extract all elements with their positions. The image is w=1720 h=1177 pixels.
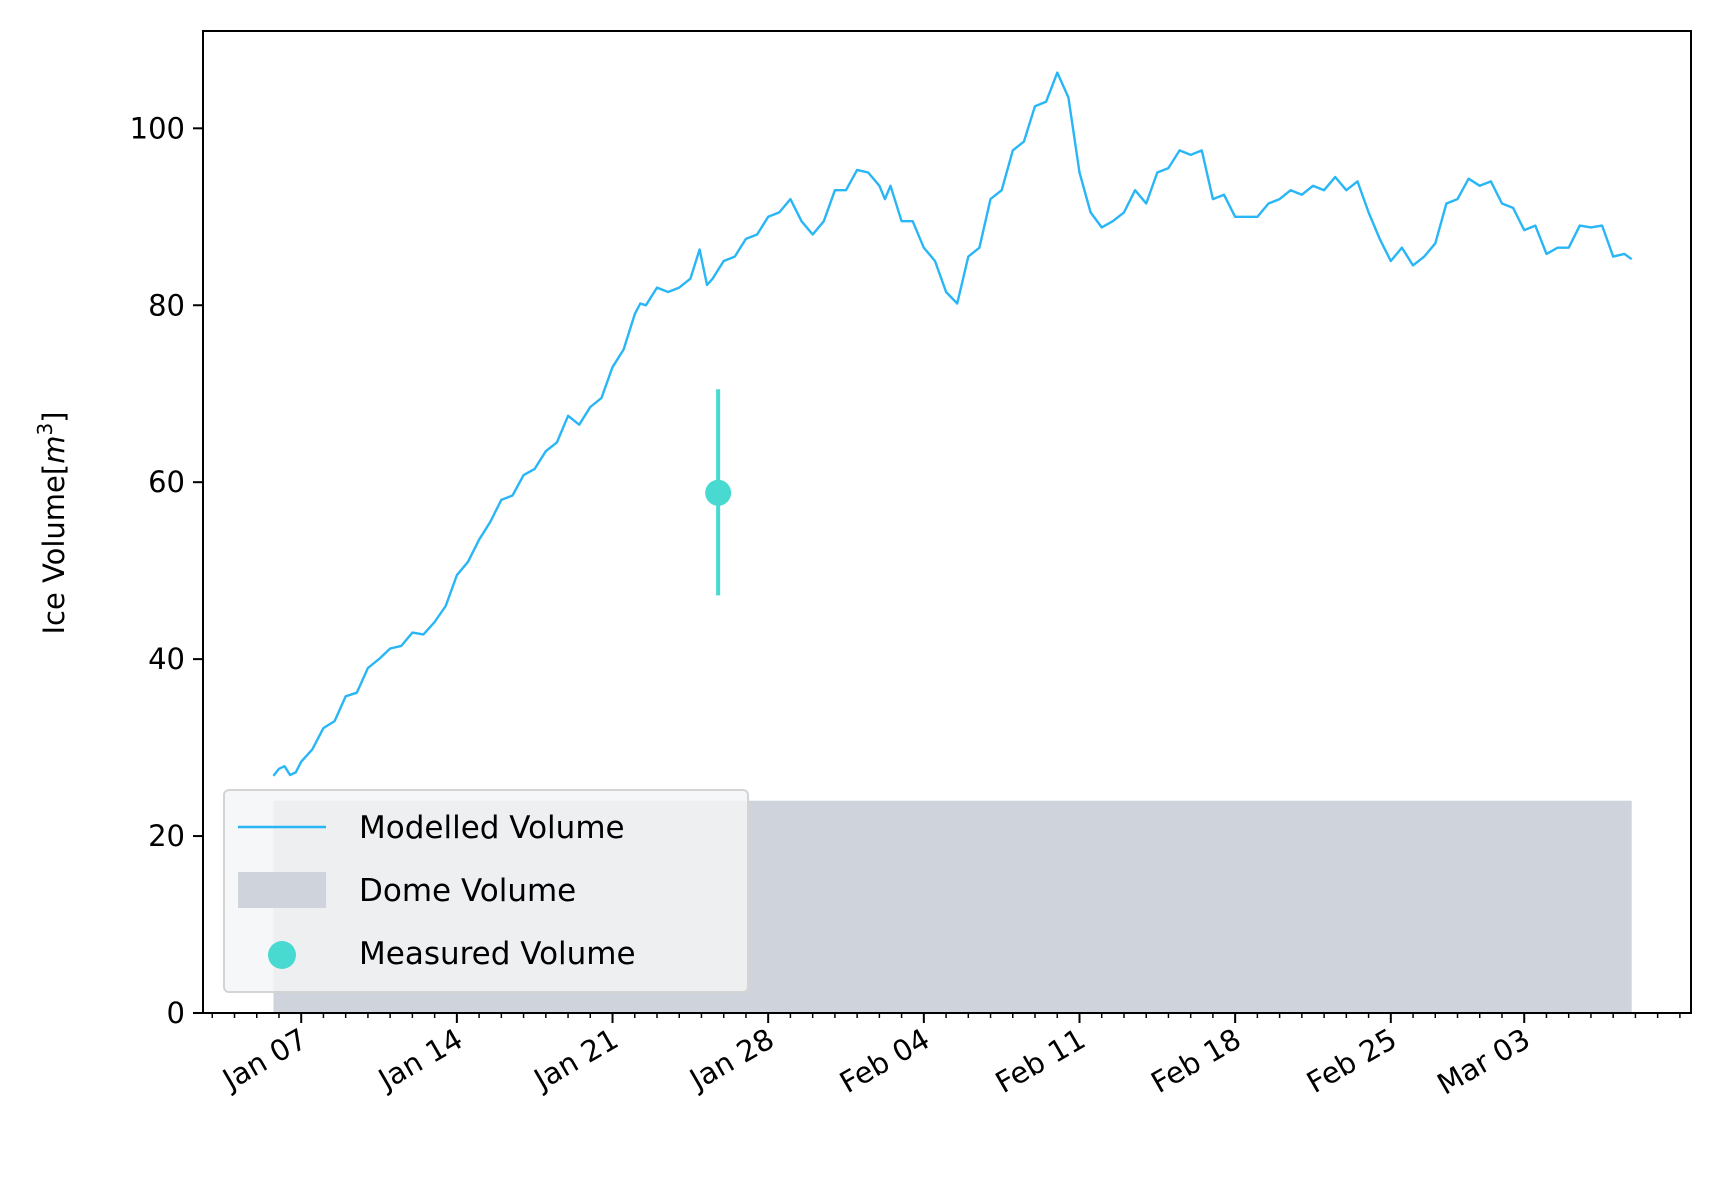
legend-dome-volume-label: Dome Volume: [359, 873, 576, 909]
modelled-volume-line: [272, 71, 1633, 777]
y-tick-label: 60: [148, 465, 185, 499]
y-tick-label: 0: [167, 996, 185, 1030]
y-axis-label-base: Ice Volume[: [37, 464, 71, 635]
y-tick-label: 40: [148, 642, 185, 676]
axes-frame: [202, 30, 1692, 1014]
legend-measured-volume-label: Measured Volume: [359, 936, 636, 972]
legend: Modelled Volume Dome Volume Measured Vol…: [223, 789, 749, 993]
y-axis-label-var: m: [37, 436, 71, 464]
y-axis: 0 20 40 60 80 100: [130, 111, 203, 1030]
y-axis-label: Ice Volume[m3]: [33, 411, 71, 634]
y-axis-label-end: ]: [37, 411, 71, 422]
legend-dome-volume-swatch: [238, 872, 326, 908]
legend-measured-volume-swatch: [268, 941, 296, 969]
y-axis-label-exp: 3: [33, 423, 57, 436]
legend-modelled-volume-label: Modelled Volume: [359, 810, 625, 846]
y-tick-label: 20: [148, 819, 185, 853]
legend-box: [223, 789, 749, 993]
y-tick-label: 100: [130, 111, 185, 145]
y-tick-label: 80: [148, 288, 185, 322]
measured-volume-point: [705, 479, 732, 506]
